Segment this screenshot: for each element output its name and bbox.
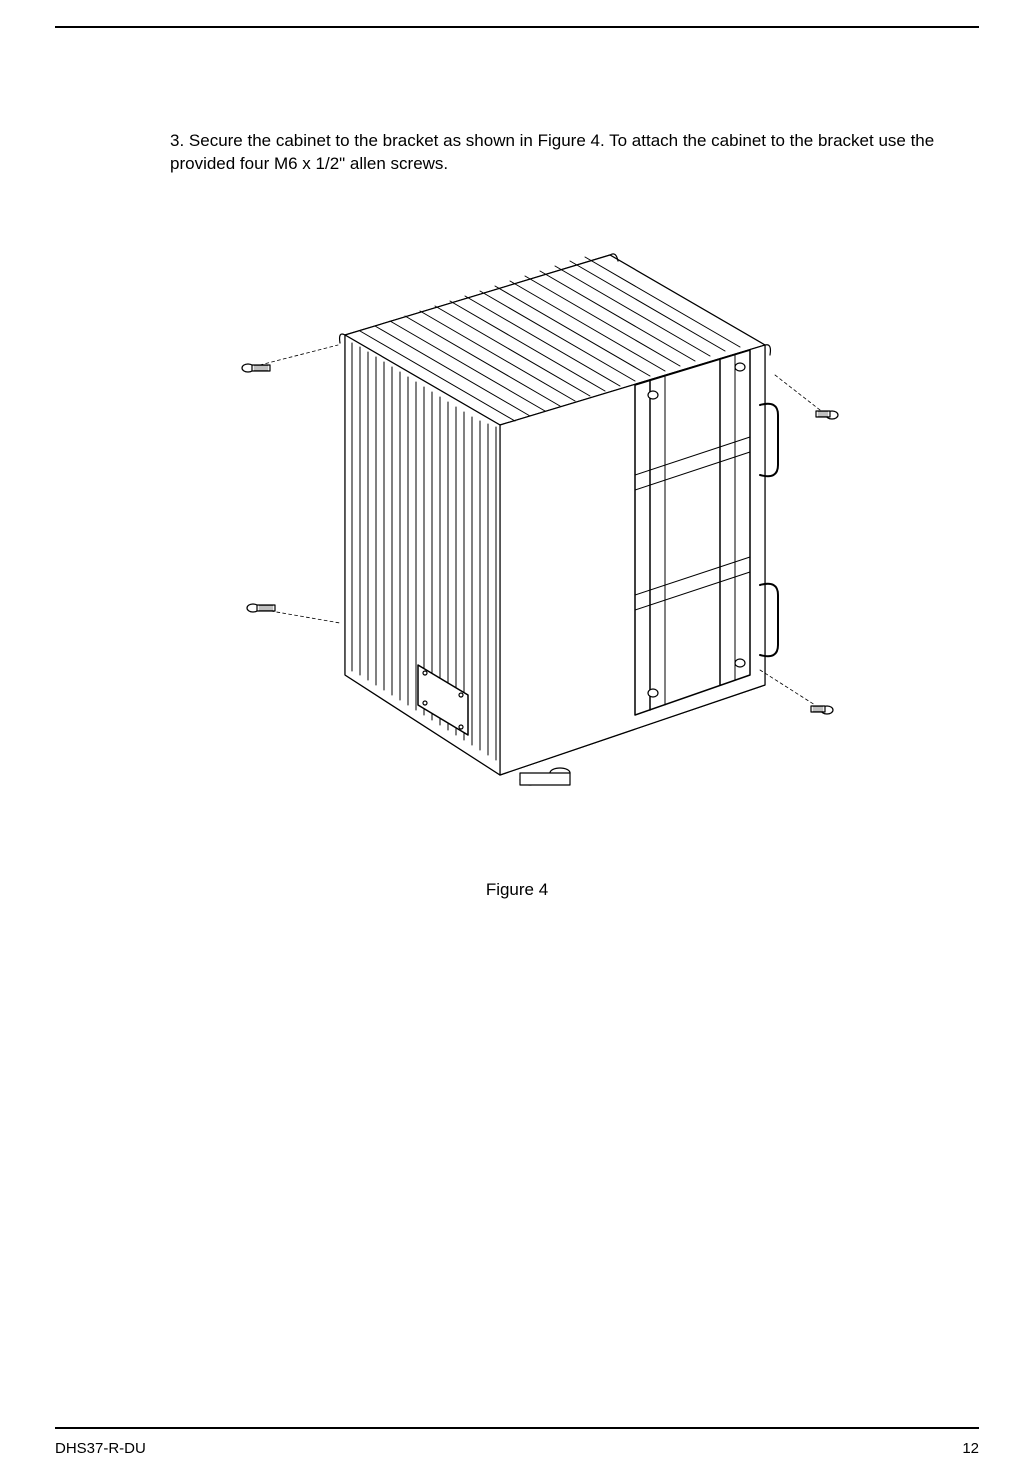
footer-doc-id: DHS37-R-DU bbox=[55, 1440, 146, 1457]
screw-bottom-left bbox=[247, 604, 340, 623]
instruction-text: 3. Secure the cabinet to the bracket as … bbox=[170, 130, 944, 176]
footer: DHS37-R-DU 12 bbox=[55, 1440, 979, 1457]
cabinet-assembly-drawing bbox=[220, 215, 860, 835]
page: 3. Secure the cabinet to the bracket as … bbox=[0, 0, 1034, 1481]
top-rule bbox=[55, 26, 979, 28]
figure-caption: Figure 4 bbox=[0, 880, 1034, 900]
screw-top-right bbox=[775, 375, 838, 419]
figure-container bbox=[220, 215, 860, 835]
screw-top-left bbox=[242, 345, 338, 372]
content-block: 3. Secure the cabinet to the bracket as … bbox=[170, 130, 944, 176]
bottom-rule bbox=[55, 1427, 979, 1429]
footer-page-number: 12 bbox=[962, 1440, 979, 1457]
screw-bottom-right bbox=[760, 670, 833, 714]
